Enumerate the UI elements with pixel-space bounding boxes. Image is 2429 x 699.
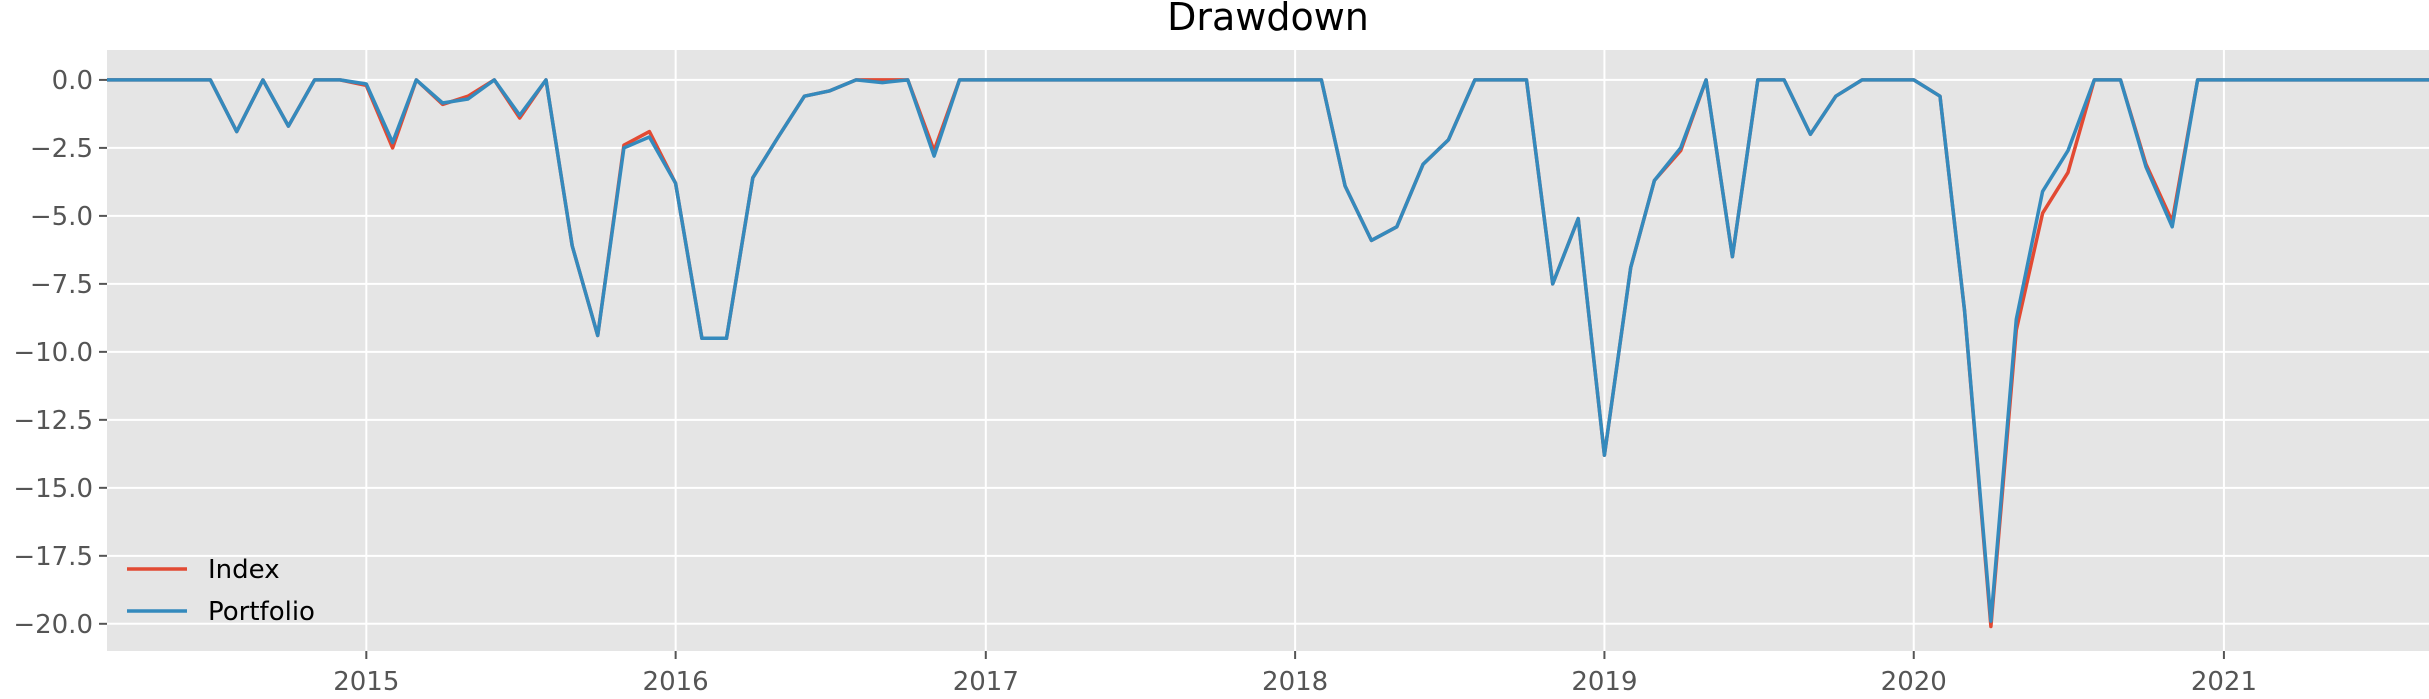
axis-tick-labels: 0.0 −2.5 −5.0 −7.5 −10.0 −12.5 −15.0 −17.5 −20.0…	[13, 66, 2257, 697]
y-tick-label: −17.5	[13, 542, 93, 572]
x-tick-label: 2021	[2191, 667, 2257, 697]
x-tick-label: 2018	[1262, 667, 1328, 697]
series-lines	[107, 78, 2429, 629]
legend-label: Portfolio	[208, 597, 315, 627]
x-tick-label: 2016	[643, 667, 709, 697]
x-tick-label: 2020	[1881, 667, 1947, 697]
x-tick-label: 2015	[333, 667, 399, 697]
legend-label: Index	[208, 555, 280, 585]
x-tick-label: 2019	[1571, 667, 1637, 697]
x-tick-label: 2017	[953, 667, 1019, 697]
y-tick-label: −15.0	[13, 474, 93, 504]
chart-title: Drawdown	[1167, 0, 1369, 39]
y-tick-label: −2.5	[30, 134, 93, 164]
y-tick-label: −10.0	[13, 338, 93, 368]
legend: Index Portfolio	[127, 555, 315, 627]
y-tick-label: −12.5	[13, 406, 93, 436]
y-tick-label: −5.0	[30, 202, 93, 232]
y-tick-label: 0.0	[52, 66, 93, 96]
grid-lines	[107, 50, 2429, 651]
plot-area	[107, 50, 2429, 651]
y-tick-label: −20.0	[13, 610, 93, 640]
series-line-portfolio	[107, 78, 2429, 623]
y-tick-label: −7.5	[30, 270, 93, 300]
